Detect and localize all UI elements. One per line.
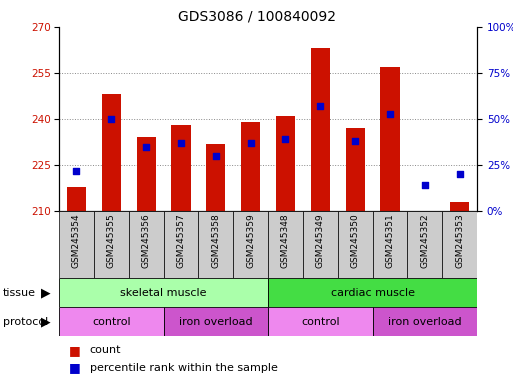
Text: GSM245350: GSM245350: [351, 213, 360, 268]
Point: [107, 116, 115, 122]
Text: control: control: [301, 316, 340, 327]
FancyBboxPatch shape: [268, 278, 477, 307]
Point: [456, 171, 464, 177]
Point: [421, 182, 429, 189]
Bar: [276, 116, 295, 211]
Bar: [415, 211, 435, 214]
Bar: [450, 202, 469, 211]
Point: [142, 144, 150, 150]
Bar: [241, 122, 260, 211]
Text: GSM245358: GSM245358: [211, 213, 220, 268]
Text: GSM245359: GSM245359: [246, 213, 255, 268]
Text: GSM245348: GSM245348: [281, 213, 290, 268]
FancyBboxPatch shape: [372, 211, 407, 278]
FancyBboxPatch shape: [442, 211, 477, 278]
Bar: [311, 48, 330, 211]
Text: control: control: [92, 316, 131, 327]
Text: GSM245357: GSM245357: [176, 213, 185, 268]
Text: GSM245352: GSM245352: [420, 213, 429, 268]
Bar: [206, 144, 225, 211]
FancyBboxPatch shape: [164, 307, 268, 336]
FancyBboxPatch shape: [372, 307, 477, 336]
Text: GSM245349: GSM245349: [316, 213, 325, 268]
Text: count: count: [90, 345, 121, 355]
Point: [351, 138, 359, 144]
Text: ▶: ▶: [42, 315, 51, 328]
FancyBboxPatch shape: [407, 211, 442, 278]
FancyBboxPatch shape: [303, 211, 338, 278]
Point: [386, 111, 394, 117]
FancyBboxPatch shape: [59, 278, 268, 307]
FancyBboxPatch shape: [59, 211, 94, 278]
Text: protocol: protocol: [3, 316, 48, 327]
Bar: [102, 94, 121, 211]
FancyBboxPatch shape: [129, 211, 164, 278]
Text: GSM245353: GSM245353: [455, 213, 464, 268]
Text: GDS3086 / 100840092: GDS3086 / 100840092: [177, 10, 336, 23]
FancyBboxPatch shape: [268, 211, 303, 278]
Bar: [67, 187, 86, 211]
Text: ▶: ▶: [42, 286, 51, 299]
Text: GSM245356: GSM245356: [142, 213, 151, 268]
FancyBboxPatch shape: [199, 211, 233, 278]
Text: GSM245355: GSM245355: [107, 213, 116, 268]
Point: [281, 136, 289, 142]
Text: ■: ■: [69, 344, 81, 357]
Point: [72, 167, 81, 174]
Bar: [346, 128, 365, 211]
Text: percentile rank within the sample: percentile rank within the sample: [90, 363, 278, 373]
Text: tissue: tissue: [3, 288, 35, 298]
Bar: [381, 67, 400, 211]
Text: skeletal muscle: skeletal muscle: [120, 288, 207, 298]
Text: cardiac muscle: cardiac muscle: [330, 288, 415, 298]
FancyBboxPatch shape: [59, 307, 164, 336]
Text: iron overload: iron overload: [388, 316, 462, 327]
FancyBboxPatch shape: [164, 211, 199, 278]
Text: ■: ■: [69, 361, 81, 374]
FancyBboxPatch shape: [268, 307, 372, 336]
Text: GSM245351: GSM245351: [385, 213, 394, 268]
Point: [177, 140, 185, 146]
Bar: [136, 137, 155, 211]
Text: GSM245354: GSM245354: [72, 213, 81, 268]
FancyBboxPatch shape: [233, 211, 268, 278]
Bar: [171, 125, 190, 211]
Point: [247, 140, 255, 146]
Text: iron overload: iron overload: [179, 316, 252, 327]
FancyBboxPatch shape: [338, 211, 372, 278]
Point: [212, 153, 220, 159]
FancyBboxPatch shape: [94, 211, 129, 278]
Point: [316, 103, 324, 109]
